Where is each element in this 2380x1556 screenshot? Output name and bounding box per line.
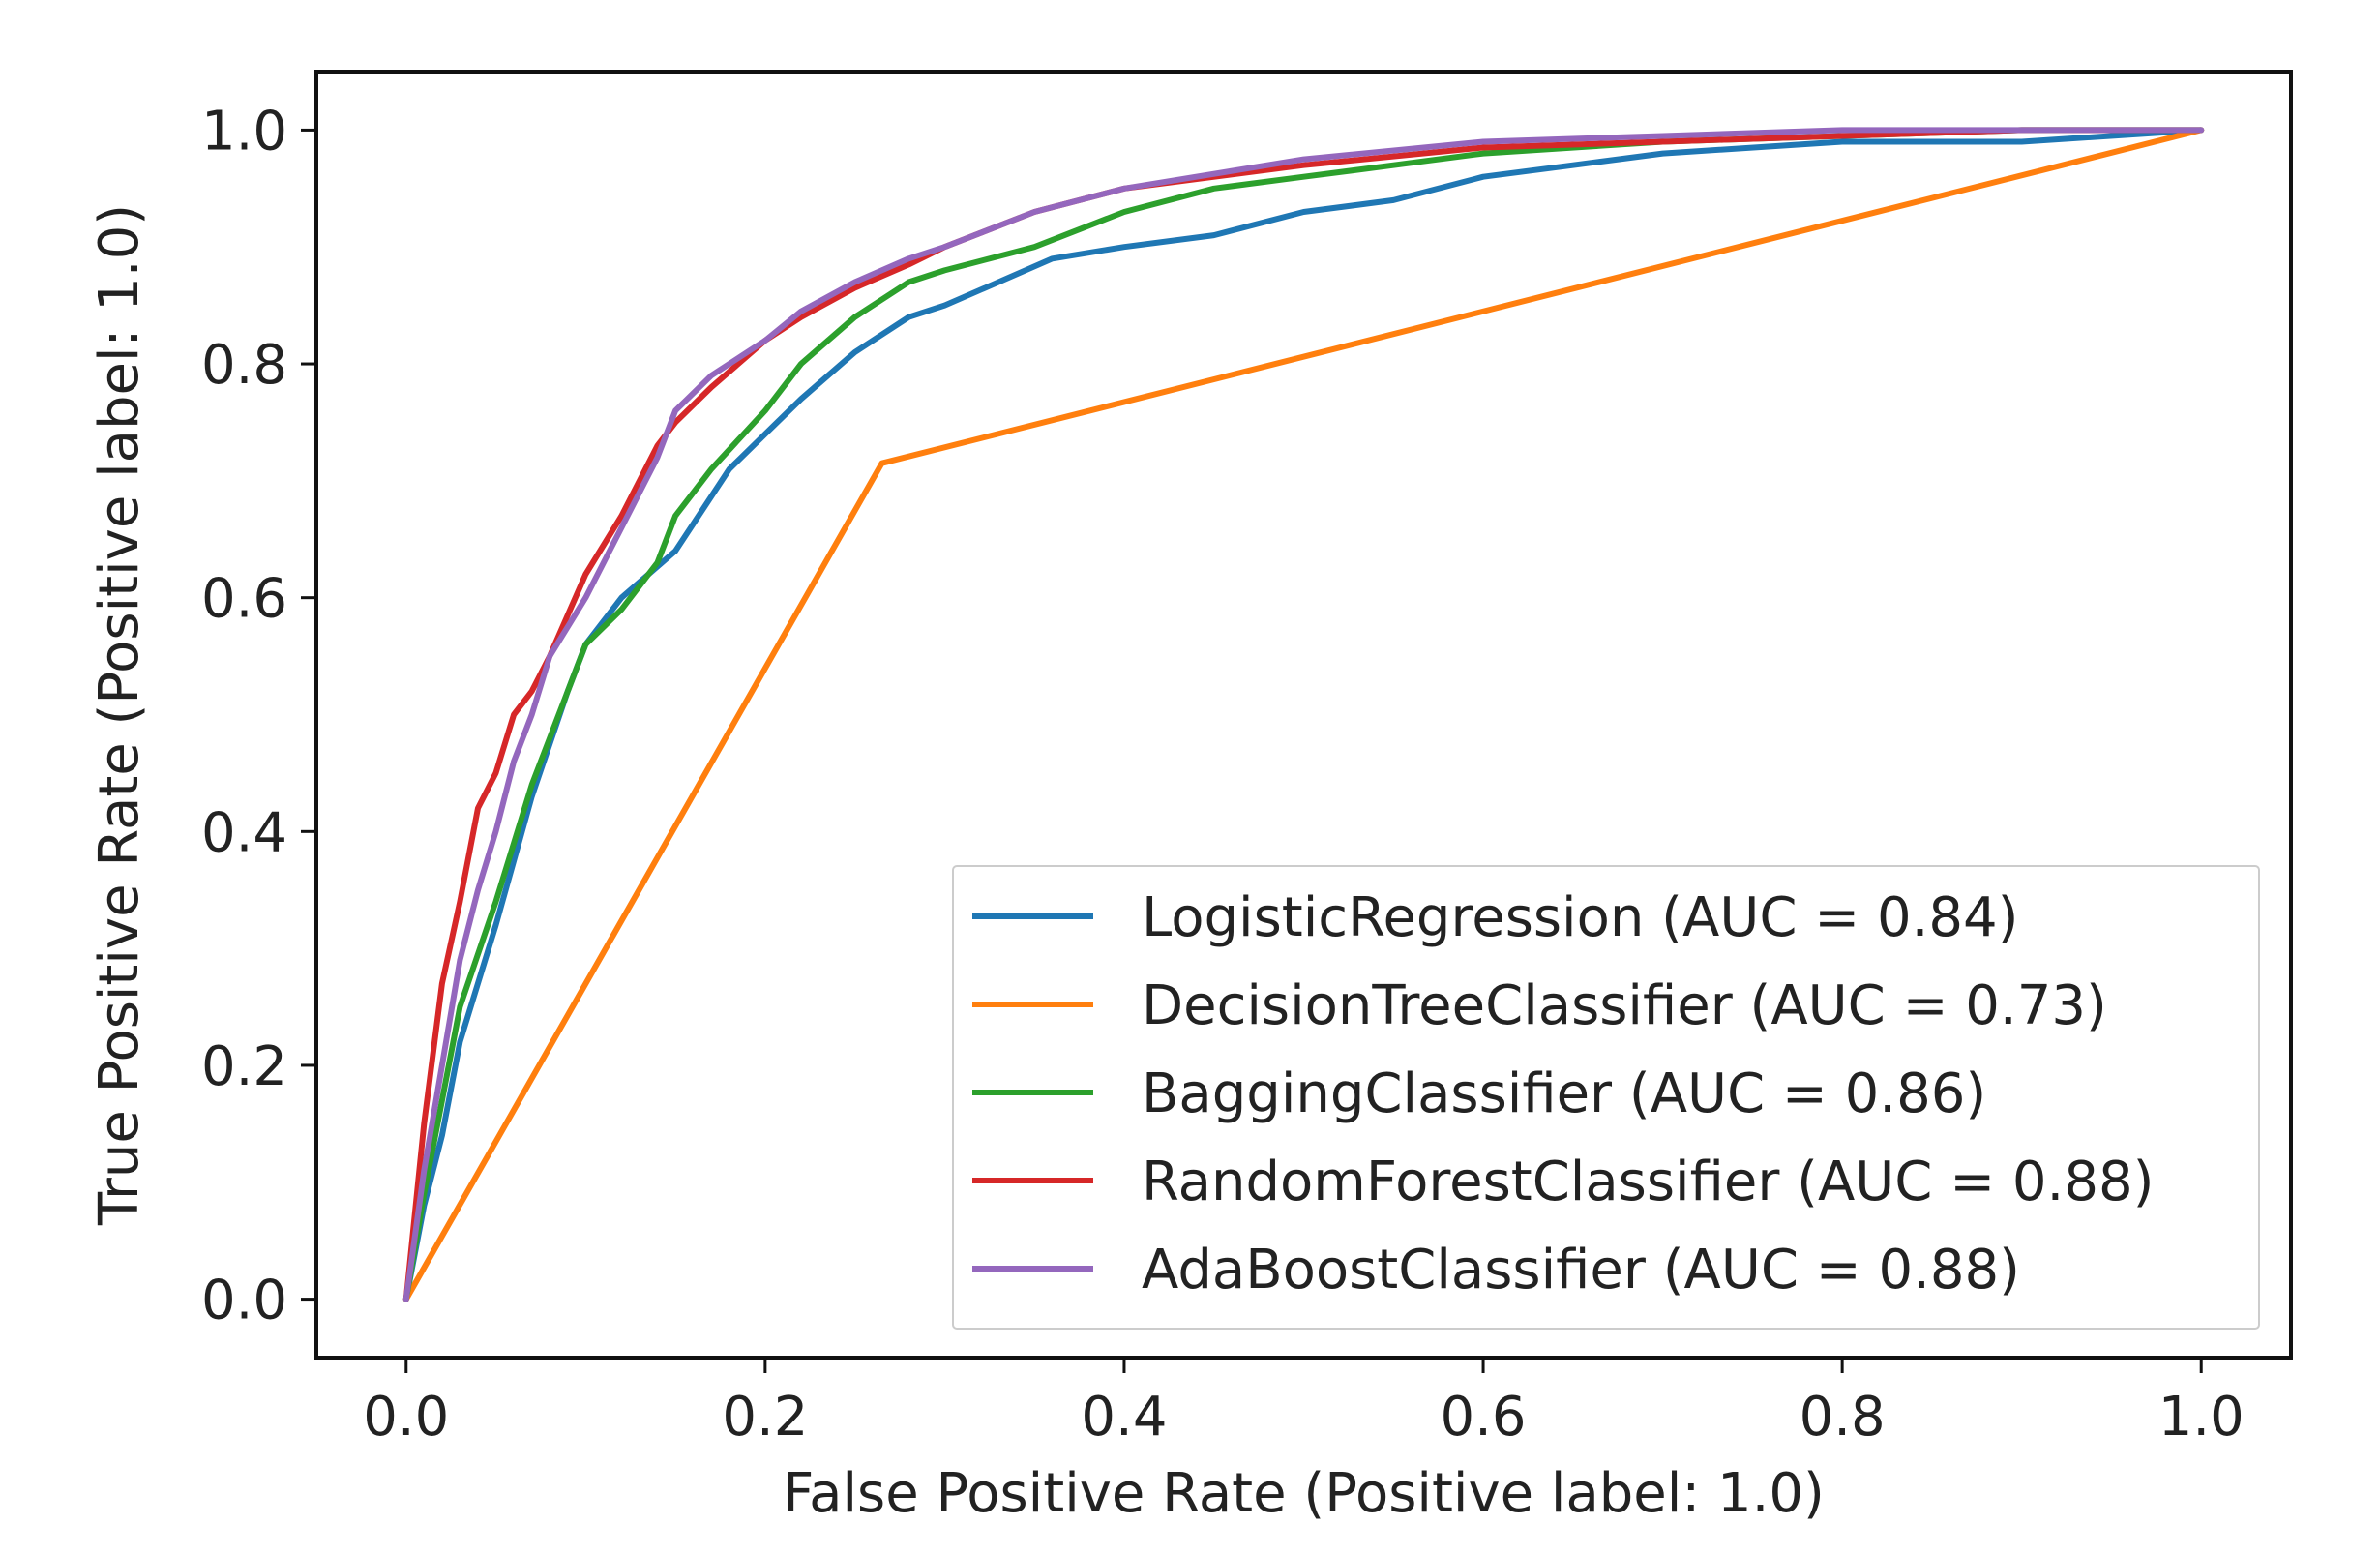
x-tick-label: 1.0 [2158,1386,2245,1449]
x-axis-ticks: 0.0 0.2 0.4 0.6 0.8 1.0 [363,1358,2245,1449]
y-tick-label: 0.0 [201,1270,287,1332]
legend-label-2: BaggingClassifier (AUC = 0.86) [1142,1062,1986,1125]
series-line-1 [402,127,2205,1302]
y-axis-label: True Positive Rate (Positive label: 1.0) [88,204,151,1226]
y-axis-ticks: 0.0 0.2 0.4 0.6 0.8 1.0 [201,100,316,1332]
series-line-0 [402,127,2205,1302]
legend-label-1: DecisionTreeClassifier (AUC = 0.73) [1142,974,2107,1037]
x-tick-label: 0.4 [1081,1386,1167,1449]
legend-label-4: AdaBoostClassifier (AUC = 0.88) [1142,1239,2020,1302]
series-line-3 [402,127,2205,1302]
y-tick-label: 0.2 [201,1035,287,1098]
x-tick-label: 0.8 [1800,1386,1886,1449]
y-tick-label: 0.4 [201,801,287,864]
x-tick-label: 0.2 [722,1386,808,1449]
plot-frame [314,70,2293,1360]
y-tick-label: 0.8 [201,334,287,397]
y-tick-label: 0.6 [201,568,287,631]
legend-label-0: LogisticRegression (AUC = 0.84) [1142,886,2018,949]
x-tick-label: 0.0 [363,1386,449,1449]
series-line-2 [402,127,2205,1302]
legend-box [952,865,2260,1330]
legend: LogisticRegression (AUC = 0.84) DecisionT… [952,865,2260,1330]
series-line-4 [402,127,2205,1302]
x-axis-label: False Positive Rate (Positive label: 1.0… [783,1462,1825,1525]
x-tick-label: 0.6 [1441,1386,1527,1449]
y-tick-label: 1.0 [201,100,287,163]
plot-area [402,127,2205,1302]
legend-label-3: RandomForestClassifier (AUC = 0.88) [1142,1151,2154,1213]
